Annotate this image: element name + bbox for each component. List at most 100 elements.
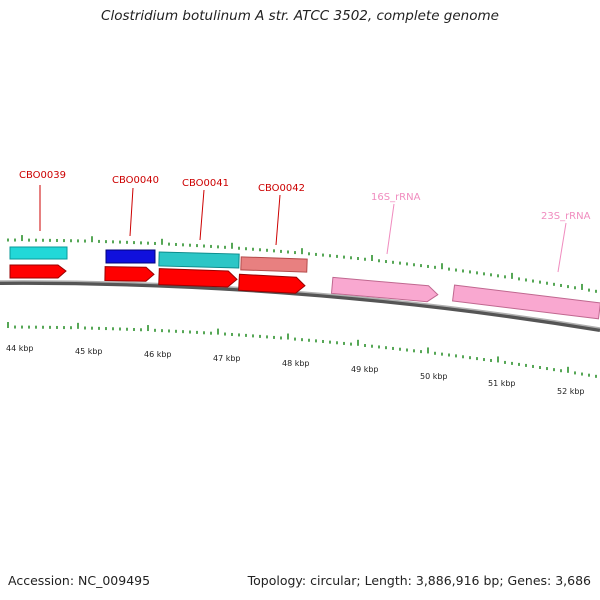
lower-tick-mark <box>280 336 282 340</box>
upper-tick-mark <box>84 239 86 243</box>
lower-tick-mark <box>210 331 212 335</box>
upper-tick-mark <box>280 249 282 253</box>
feature-cbo0039-arrow[interactable] <box>9 264 67 279</box>
lower-tick-mark <box>322 339 324 343</box>
upper-tick-mark <box>231 242 233 249</box>
upper-tick-mark <box>588 288 590 292</box>
upper-tick-mark <box>504 275 506 279</box>
upper-tick-mark <box>252 247 254 251</box>
feature-23s-rrna-arrow[interactable] <box>452 284 600 320</box>
lower-tick-mark <box>511 361 513 365</box>
lower-tick-mark <box>98 326 100 330</box>
upper-tick-mark <box>168 242 170 246</box>
genome-backbone <box>0 280 600 332</box>
feature-cbo0041-arrow[interactable] <box>158 268 238 288</box>
feature-cbo0042-upper[interactable] <box>240 256 308 273</box>
upper-tick-mark <box>273 249 275 253</box>
lower-tick-mark <box>567 366 569 373</box>
lower-tick-mark <box>532 364 534 368</box>
lower-tick-mark <box>308 338 310 342</box>
upper-tick-mark <box>511 272 513 279</box>
upper-tick-mark <box>385 260 387 264</box>
upper-tick-mark <box>49 238 51 242</box>
upper-tick-mark <box>259 248 261 252</box>
lower-tick-mark <box>231 332 233 336</box>
upper-tick-mark <box>112 240 114 244</box>
upper-tick-mark <box>350 256 352 260</box>
upper-tick-mark <box>413 263 415 267</box>
lower-tick-mark <box>315 339 317 343</box>
kbp-label: 47 kbp <box>213 354 241 363</box>
upper-tick-mark <box>336 254 338 258</box>
lower-tick-mark <box>252 334 254 338</box>
label-callouts <box>39 185 567 273</box>
upper-tick-mark <box>490 273 492 277</box>
kbp-label: 44 kbp <box>6 344 34 353</box>
lower-tick-mark <box>399 347 401 351</box>
kbp-label: 52 kbp <box>557 387 585 396</box>
lower-tick-mark <box>301 338 303 342</box>
upper-tick-mark <box>518 277 520 281</box>
feature-cbo0041-upper[interactable] <box>158 251 240 269</box>
lower-tick-mark <box>539 366 541 369</box>
upper-tick-mark <box>287 250 289 254</box>
label-cbo0041[interactable]: CBO0041 <box>182 178 229 189</box>
upper-tick-mark <box>322 253 324 257</box>
lower-tick-mark <box>560 369 562 373</box>
lower-tick-mark <box>434 351 436 355</box>
feature-cbo0040-arrow[interactable] <box>104 266 155 282</box>
upper-tick-mark <box>224 245 226 249</box>
lower-tick-mark <box>266 335 268 339</box>
tick-rows <box>7 235 597 378</box>
upper-tick-mark <box>476 271 478 275</box>
upper-tick-mark <box>63 239 65 243</box>
upper-tick-mark <box>392 260 394 264</box>
lower-tick-mark <box>28 325 30 329</box>
feature-cbo0039-upper[interactable] <box>9 246 68 260</box>
label-16s-rrna[interactable]: 16S_rRNA <box>371 192 421 203</box>
upper-tick-mark <box>182 243 184 247</box>
lower-tick-mark <box>357 339 359 346</box>
upper-tick-mark <box>133 241 135 245</box>
upper-tick-mark <box>308 252 310 256</box>
upper-tick-mark <box>217 245 219 249</box>
upper-tick-mark <box>161 238 163 245</box>
upper-tick-mark <box>196 244 198 248</box>
upper-tick-mark <box>7 238 9 242</box>
lower-tick-mark <box>196 330 198 334</box>
feature-16s-rrna-arrow[interactable] <box>330 276 439 303</box>
upper-tick-mark <box>105 240 107 244</box>
label-cbo0040[interactable]: CBO0040 <box>112 175 159 186</box>
upper-tick-mark <box>56 238 58 242</box>
label-23s-rrna[interactable]: 23S_rRNA <box>541 211 591 222</box>
upper-tick-mark <box>378 259 380 263</box>
feature-cbo0040-upper[interactable] <box>105 249 156 264</box>
upper-tick-mark <box>238 246 240 250</box>
feature-cbo0042-arrow[interactable] <box>238 273 306 294</box>
upper-tick-mark <box>371 254 373 261</box>
upper-tick-mark <box>70 239 72 243</box>
lower-tick-mark <box>238 333 240 337</box>
upper-tick-mark <box>525 278 527 282</box>
kbp-label: 46 kbp <box>144 350 172 359</box>
lower-tick-mark <box>119 327 121 331</box>
label-cbo0042[interactable]: CBO0042 <box>258 183 305 194</box>
upper-tick-mark <box>28 238 30 242</box>
lower-tick-mark <box>140 328 142 332</box>
upper-tick-mark <box>42 238 44 242</box>
accession-text: Accession: NC_009495 <box>8 573 151 588</box>
lower-tick-mark <box>56 325 58 329</box>
lower-tick-mark <box>448 353 450 357</box>
upper-tick-mark <box>245 247 247 251</box>
upper-tick-mark <box>483 272 485 276</box>
upper-tick-mark <box>448 267 450 271</box>
lower-tick-mark <box>154 328 156 332</box>
label-cbo0039[interactable]: CBO0039 <box>19 170 66 181</box>
lower-tick-mark <box>343 341 345 345</box>
lower-tick-mark <box>294 337 296 341</box>
lower-tick-mark <box>427 347 429 354</box>
lower-tick-mark <box>581 372 583 376</box>
upper-tick-mark <box>126 240 128 244</box>
